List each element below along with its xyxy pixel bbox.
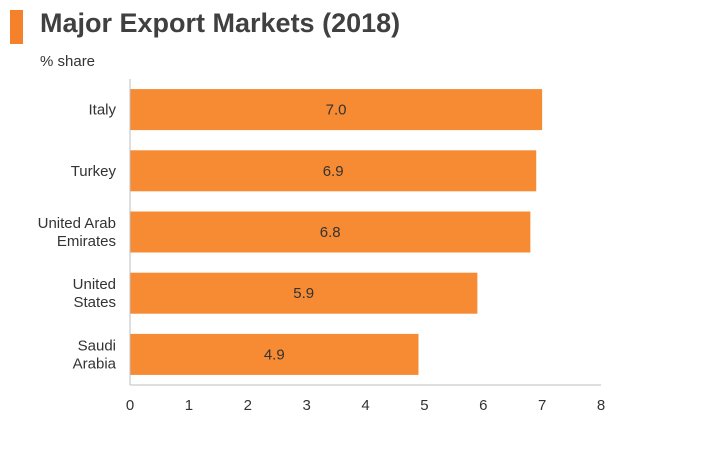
bar <box>130 211 531 253</box>
x-tick-label: 0 <box>126 397 134 414</box>
category-label: Italy <box>88 102 116 119</box>
category-label: United Arab Emirates <box>38 215 116 250</box>
x-tick-label: 7 <box>538 397 546 414</box>
category-label: Saudi Arabia <box>73 337 117 372</box>
x-tick-label: 4 <box>361 397 369 414</box>
x-tick-label: 1 <box>185 397 193 414</box>
category-label: Turkey <box>71 163 117 180</box>
bar-value-label: 5.9 <box>293 285 314 302</box>
x-tick-label: 8 <box>597 397 605 414</box>
x-tick-label: 5 <box>420 397 428 414</box>
bar-value-label: 6.9 <box>323 163 344 180</box>
bar <box>130 333 419 375</box>
bar <box>130 272 478 314</box>
bar-value-label: 7.0 <box>326 102 347 119</box>
chart-subtitle: % share <box>40 53 96 70</box>
bar-value-label: 4.9 <box>264 346 285 363</box>
bar-value-label: 6.8 <box>320 224 341 241</box>
x-tick-label: 3 <box>302 397 310 414</box>
title-accent-bar <box>10 10 23 44</box>
chart-title: Major Export Markets (2018) <box>40 8 401 38</box>
category-label: United States <box>73 276 116 311</box>
x-tick-label: 6 <box>479 397 487 414</box>
bar <box>130 150 537 192</box>
x-tick-label: 2 <box>244 397 252 414</box>
bar <box>130 89 543 131</box>
